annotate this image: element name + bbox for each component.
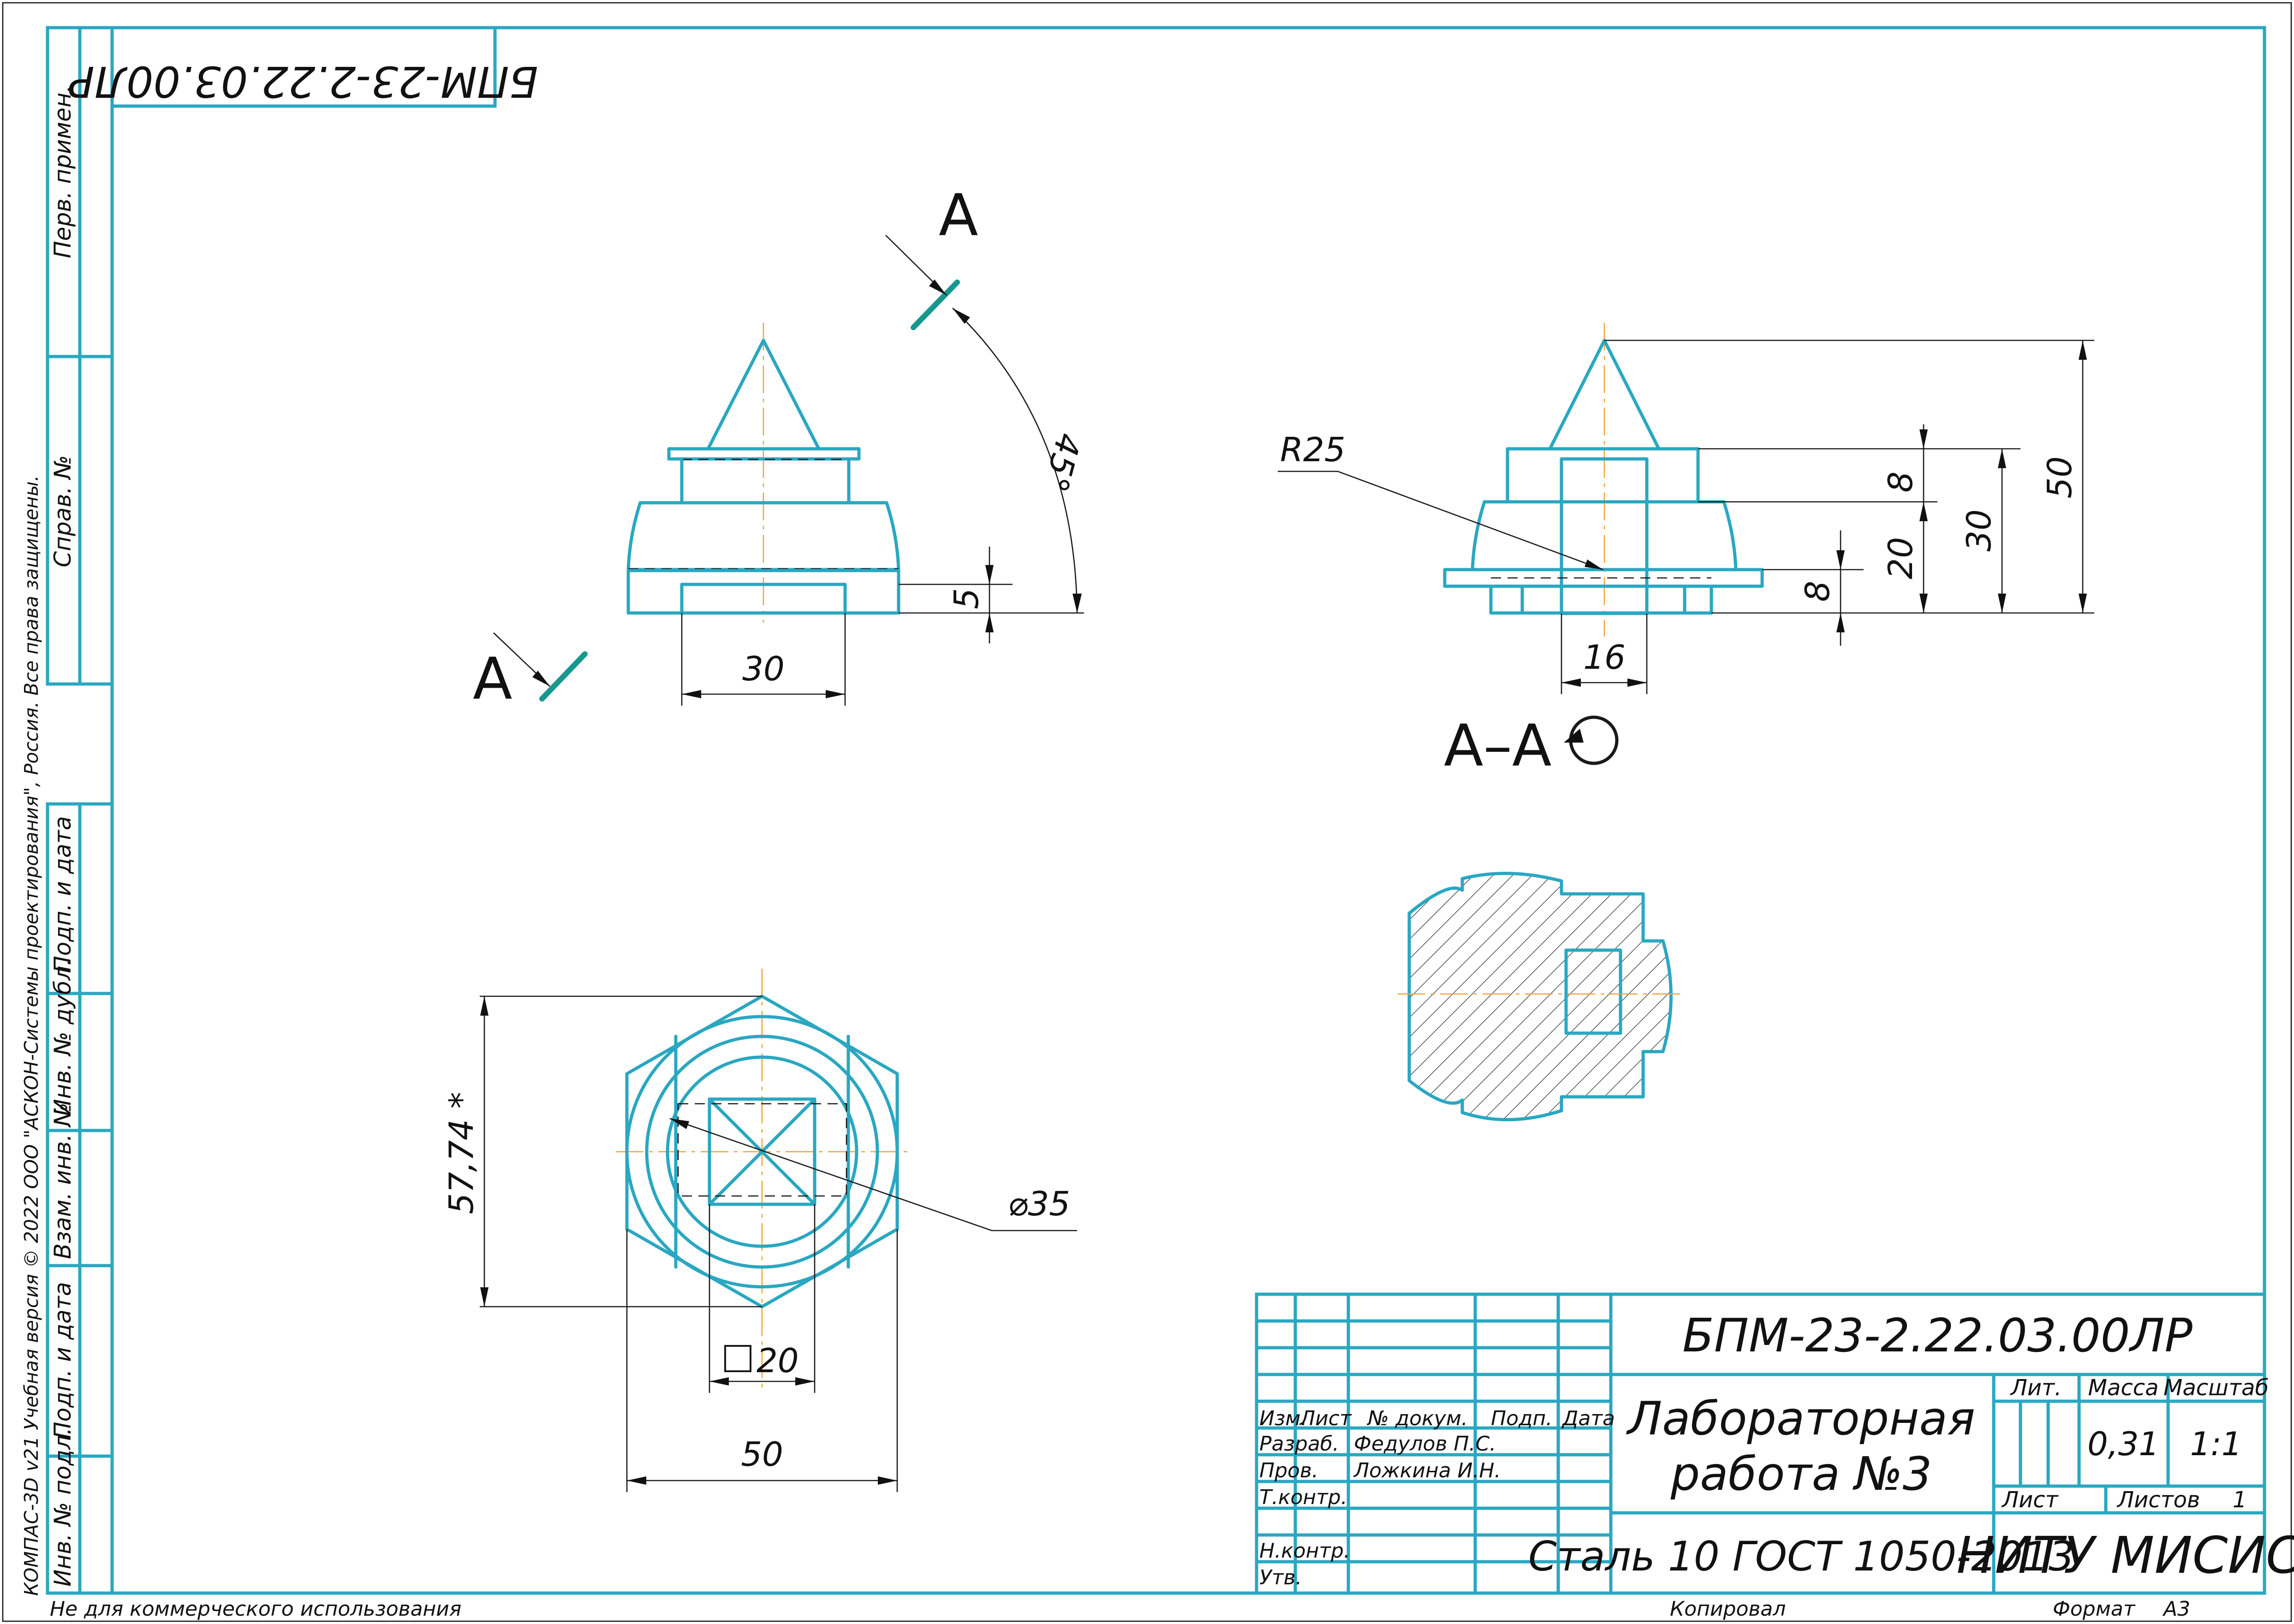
- cut-plane-markers: А А: [473, 182, 978, 713]
- tb-organization: НИТУ МИСИС: [1956, 1526, 2294, 1585]
- dim-top-diameter: ⌀35: [1008, 1184, 1070, 1223]
- format-value: А3: [2162, 1597, 2190, 1621]
- side-label-vzam: Взам. инв. №: [49, 1103, 76, 1259]
- tb-col-date: Дата: [1561, 1407, 1615, 1430]
- dim-top-hex-height: 57,74 *: [442, 1092, 481, 1214]
- side-label-podp-2: Подп. и дата: [49, 1282, 76, 1439]
- side-label-inv-dubl: Инв. № дубл.: [49, 958, 76, 1116]
- section-view: 50 30 20 8 8 16 R25 А–А: [1278, 323, 2094, 779]
- side-columns: [46, 26, 114, 1595]
- tb-mass-value: 0,31: [2087, 1425, 2159, 1463]
- dim-section-20: 20: [1881, 537, 1920, 579]
- tb-tkontr-label: Т.контр.: [1259, 1486, 1347, 1509]
- tb-col-doc: № докум.: [1366, 1407, 1468, 1430]
- tb-designation: БПМ-23-2.22.03.00ЛР: [1682, 1309, 2193, 1362]
- section-aa: [1398, 872, 1684, 1122]
- cut-letter-top: А: [939, 182, 978, 249]
- top-view: 57,74 * ⌀35 20 50: [442, 969, 1077, 1492]
- dim-section-16: 16: [1583, 638, 1626, 677]
- noncommercial-note: Не для коммерческого использования: [50, 1597, 461, 1621]
- tb-title-line2: работа №3: [1670, 1447, 1932, 1501]
- tb-mass-label: Масса: [2088, 1375, 2158, 1401]
- format-label: Формат: [2053, 1597, 2136, 1621]
- tb-material: Сталь 10 ГОСТ 1050-2013: [1528, 1533, 2074, 1580]
- dim-front-height: 5: [947, 588, 986, 609]
- tb-sheet-label: Лист: [2001, 1487, 2059, 1513]
- dim-section-50: 50: [2040, 456, 2079, 499]
- tb-col-izm: Изм.: [1259, 1407, 1307, 1430]
- tb-scale-label: Масштаб: [2163, 1375, 2269, 1401]
- designation-rotated: БПМ-23-2.22.03.00ЛР: [69, 57, 538, 106]
- tb-col-sign: Подп.: [1491, 1407, 1552, 1430]
- front-view: 5 30 45°: [626, 308, 1089, 706]
- designation-box-rotated: [110, 26, 497, 108]
- tb-razrab-name: Федулов П.С.: [1354, 1432, 1496, 1456]
- dim-section-8-top: 8: [1881, 471, 1920, 493]
- software-notice: КОМПАС-3D v21 Учебная версия © 2022 ООО …: [20, 476, 42, 1596]
- tb-nkontr-label: Н.контр.: [1259, 1539, 1350, 1563]
- tb-title-line1: Лабораторная: [1626, 1392, 1975, 1446]
- side-label-sprav: Справ. №: [49, 455, 76, 567]
- dim-section-30: 30: [1960, 509, 1998, 552]
- tb-col-list: Лист: [1299, 1407, 1352, 1430]
- cut-letter-bottom: А: [473, 646, 512, 713]
- section-title: А–А: [1444, 713, 1552, 779]
- side-label-perv: Перв. примен.: [49, 85, 76, 258]
- tb-sheets-label: Листов: [2116, 1487, 2200, 1513]
- tb-scale-value: 1:1: [2190, 1425, 2242, 1463]
- dim-top-width: 50: [741, 1435, 783, 1474]
- copied-label: Копировал: [1670, 1597, 1786, 1621]
- dim-top-square: 20: [757, 1341, 799, 1380]
- dim-front-width: 30: [742, 649, 785, 688]
- dim-section-8-bottom: 8: [1798, 581, 1837, 602]
- side-label-inv-podl: Инв. № подл.: [49, 1428, 76, 1587]
- tb-prov-label: Пров.: [1259, 1459, 1318, 1482]
- title-block: [1255, 1292, 2266, 1595]
- tb-lit-label: Лит.: [2010, 1375, 2062, 1401]
- tb-utv-label: Утв.: [1259, 1566, 1302, 1589]
- dim-section-radius: R25: [1280, 430, 1346, 469]
- tb-razrab-label: Разраб.: [1259, 1432, 1339, 1456]
- side-label-podp-1: Подп. и дата: [49, 816, 76, 973]
- tb-prov-name: Ложкина И.Н.: [1353, 1459, 1501, 1482]
- tb-sheets-count: 1: [2233, 1487, 2247, 1513]
